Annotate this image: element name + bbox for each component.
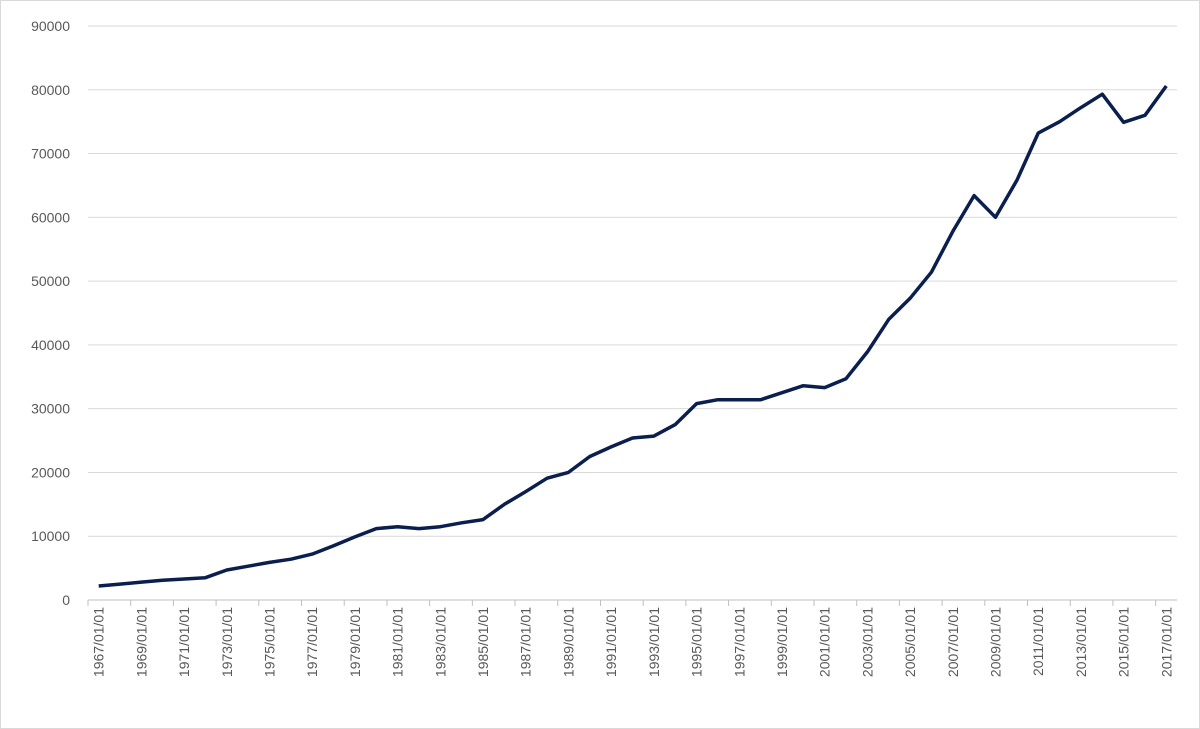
x-tick-label: 1969/01/01 [133, 607, 149, 677]
x-tick-label: 2001/01/01 [817, 607, 833, 677]
y-tick-label: 90000 [31, 18, 70, 34]
x-tick-label: 1979/01/01 [347, 607, 363, 677]
y-tick-label: 0 [62, 592, 70, 608]
x-tick-label: 2007/01/01 [945, 607, 961, 677]
y-tick-label: 60000 [31, 209, 70, 225]
x-tick-label: 1993/01/01 [646, 607, 662, 677]
x-tick-label: 1983/01/01 [432, 607, 448, 677]
x-tick-label: 1981/01/01 [390, 607, 406, 677]
x-tick-label: 1967/01/01 [91, 607, 107, 677]
x-tick-label: 2015/01/01 [1116, 607, 1132, 677]
y-tick-label: 40000 [31, 337, 70, 353]
x-tick-label: 1999/01/01 [774, 607, 790, 677]
x-tick-label: 2009/01/01 [988, 607, 1004, 677]
line-series [98, 84, 1168, 588]
x-tick-label: 1985/01/01 [475, 607, 491, 677]
x-tick-label: 1977/01/01 [304, 607, 320, 677]
x-tick-label: 1971/01/01 [176, 607, 192, 677]
x-tick-label: 1997/01/01 [731, 607, 747, 677]
x-tick-label: 2003/01/01 [859, 607, 875, 677]
x-tick-label: 1991/01/01 [603, 607, 619, 677]
x-tick-label: 2013/01/01 [1073, 607, 1089, 677]
y-tick-label: 20000 [31, 464, 70, 480]
x-tick-label: 2005/01/01 [902, 607, 918, 677]
x-tick-label: 2017/01/01 [1158, 607, 1174, 677]
x-tick-label: 1973/01/01 [219, 607, 235, 677]
y-tick-label: 30000 [31, 401, 70, 417]
y-tick-label: 70000 [31, 146, 70, 162]
x-tick-label: 1995/01/01 [689, 607, 705, 677]
x-tick-label: 1987/01/01 [518, 607, 534, 677]
y-tick-label: 80000 [31, 82, 70, 98]
y-tick-label: 10000 [31, 528, 70, 544]
y-tick-label: 50000 [31, 273, 70, 289]
x-tick-label: 1975/01/01 [262, 607, 278, 677]
x-tick-label: 1989/01/01 [560, 607, 576, 677]
x-tick-label: 2011/01/01 [1030, 607, 1046, 676]
